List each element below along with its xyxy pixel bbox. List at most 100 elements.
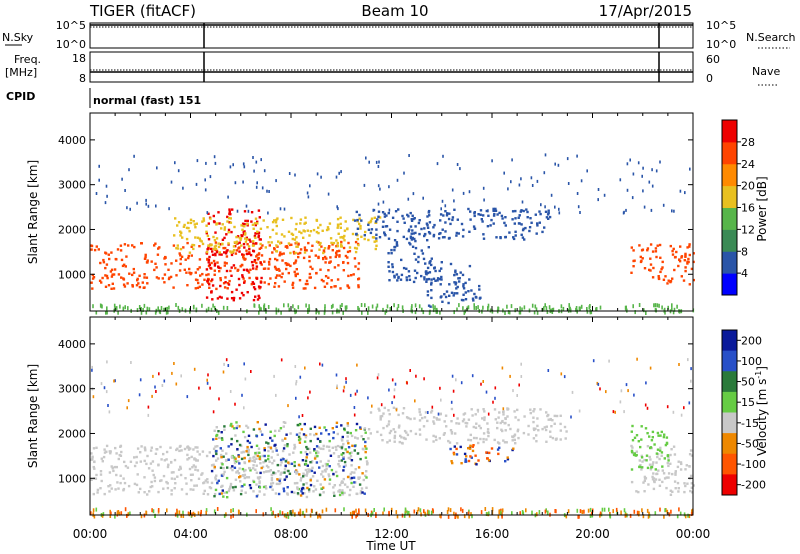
scatter-cell [547, 418, 550, 421]
scatter-cell [342, 469, 345, 472]
near-range-cell [673, 307, 676, 312]
scatter-cell [511, 210, 515, 213]
near-range-cell [654, 307, 657, 312]
scatter-cell [256, 253, 259, 257]
near-range-cell [567, 509, 570, 514]
scatter-cell [452, 453, 456, 456]
near-range-cell [411, 304, 413, 309]
scatter-cell [475, 296, 478, 299]
near-range-cell [523, 305, 526, 310]
near-range-cell [140, 514, 143, 519]
scatter-cell [243, 280, 246, 283]
scatter-cell [280, 253, 283, 256]
scatter-cell [206, 279, 210, 282]
sparse-cell [147, 405, 150, 409]
scatter-cell [275, 482, 279, 486]
scatter-cell [288, 243, 292, 247]
sparse-cell [391, 378, 394, 382]
scatter-cell [290, 243, 293, 246]
scatter-cell [481, 417, 484, 420]
scatter-cell [549, 430, 552, 433]
scatter-cell [234, 457, 237, 460]
scatter-cell [327, 228, 330, 231]
scatter-cell [464, 460, 468, 463]
scatter-cell [235, 288, 238, 291]
near-range-cell [110, 511, 112, 516]
scatter-cell [348, 246, 352, 249]
scatter-cell [657, 275, 660, 278]
scatter-cell [639, 255, 642, 259]
scatter-cell [482, 233, 485, 236]
scatter-cell [266, 226, 269, 229]
scatter-cell [229, 466, 233, 470]
scatter-cell [182, 225, 186, 228]
scatter-cell [305, 456, 308, 459]
scatter-cell [220, 431, 223, 434]
sparse-cell [206, 381, 209, 385]
sparse-cell [636, 357, 638, 361]
scatter-cell [135, 483, 139, 487]
scatter-cell [224, 252, 228, 255]
scatter-cell [235, 249, 239, 252]
scatter-cell [448, 294, 451, 297]
scatter-cell [373, 240, 376, 243]
scatter-cell [630, 449, 634, 453]
scatter-cell [247, 434, 251, 437]
scatter-cell [349, 454, 353, 458]
scatter-cell [473, 292, 476, 296]
sparse-cell [320, 175, 322, 179]
scatter-cell [660, 454, 663, 457]
scatter-cell [434, 435, 437, 438]
sparse-cell [557, 163, 560, 167]
near-range-cell [281, 511, 284, 516]
scatter-cell [179, 257, 182, 261]
scatter-cell [499, 236, 502, 240]
scatter-cell [101, 276, 104, 280]
near-range-cell [603, 507, 606, 512]
scatter-cell [467, 290, 470, 293]
near-range-cell [382, 511, 384, 516]
near-range-cell [500, 510, 502, 515]
scatter-cell [214, 247, 218, 251]
near-range-cell [536, 512, 538, 517]
scatter-cell [257, 231, 261, 234]
scatter-cell [219, 278, 222, 282]
scatter-cell [336, 432, 339, 436]
sparse-cell [316, 172, 319, 176]
scatter-cell [95, 245, 98, 248]
sparse-cell [576, 192, 579, 195]
scatter-cell [326, 226, 330, 229]
scatter-cell [317, 451, 320, 454]
sparse-cell [98, 178, 100, 182]
scatter-cell [233, 461, 237, 465]
scatter-cell [248, 460, 251, 463]
scatter-cell [511, 448, 514, 452]
scatter-cell [220, 296, 223, 299]
near-range-cell [210, 307, 213, 312]
scatter-cell [257, 256, 260, 260]
scatter-cell [639, 464, 642, 467]
scatter-cell [273, 265, 277, 269]
scatter-cell [371, 236, 375, 239]
velocity-colorbar-tick-label: 15 [741, 396, 755, 409]
scatter-cell [245, 424, 248, 428]
scatter-cell [215, 223, 218, 226]
scatter-cell [223, 470, 226, 474]
scatter-cell [414, 432, 418, 436]
scatter-cell [462, 413, 465, 416]
scatter-cell [414, 231, 417, 235]
sparse-cell [571, 390, 574, 394]
scatter-cell [142, 286, 145, 289]
scatter-cell [677, 487, 680, 490]
date-title: 17/Apr/2015 [599, 2, 692, 20]
scatter-cell [255, 267, 258, 271]
scatter-cell [418, 219, 421, 222]
scatter-cell [112, 273, 116, 276]
scatter-cell [280, 275, 283, 279]
scatter-cell [639, 445, 642, 449]
scatter-cell [635, 453, 638, 457]
scatter-cell [333, 285, 336, 288]
scatter-cell [403, 221, 406, 224]
scatter-cell [520, 223, 523, 226]
scatter-cell [354, 436, 357, 439]
